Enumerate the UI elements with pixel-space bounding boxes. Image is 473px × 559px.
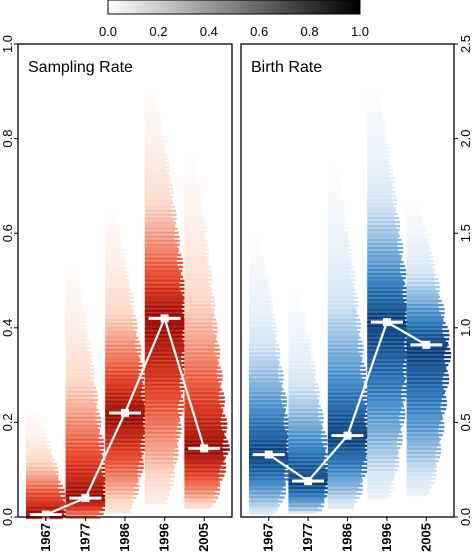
sampling-rate-y-axis: 0.0 0.2 0.4 0.6 0.8 1.0 — [0, 35, 18, 526]
birth-rate-y-axis: 0.0 0.5 1.0 1.5 2.0 2.5 — [454, 35, 473, 526]
y-tick-label: 2.5 — [458, 35, 473, 53]
y-tick-label: 0.6 — [0, 224, 15, 242]
violin-1996 — [367, 86, 413, 500]
median-marker-1967 — [252, 450, 285, 459]
y-tick-label: 1.0 — [0, 35, 15, 53]
violin-1967 — [249, 236, 294, 515]
birth-rate-x-axis: 1967 1977 1986 1996 2005 — [261, 517, 433, 552]
x-tick-label-1996: 1996 — [379, 523, 394, 552]
y-tick-label: 0.5 — [458, 413, 473, 431]
violin-1977 — [65, 266, 111, 520]
colorbar-ticks: 0.0 0.2 0.4 0.6 0.8 1.0 — [99, 24, 369, 39]
birth-rate-title: Birth Rate — [251, 59, 322, 76]
violin-2005 — [406, 199, 452, 497]
y-tick-label: 0.0 — [458, 508, 473, 526]
violin-1967 — [26, 410, 72, 520]
sampling-rate-x-axis: 1967 1977 1986 1996 2005 — [38, 517, 211, 552]
colorbar: 0.0 0.2 0.4 0.6 0.8 1.0 — [99, 0, 369, 39]
median-marker-2005 — [188, 444, 221, 453]
x-tick-label-2005: 2005 — [196, 523, 211, 552]
colorbar-tick-label: 0.8 — [301, 24, 319, 39]
median-marker-1986 — [331, 431, 364, 440]
colorbar-gradient — [107, 0, 361, 15]
sampling-rate-title: Sampling Rate — [28, 59, 133, 76]
x-tick-label-1967: 1967 — [38, 523, 53, 552]
median-marker-1986 — [109, 408, 141, 417]
y-tick-label: 1.0 — [458, 319, 473, 337]
birth-rate-medians — [252, 318, 443, 486]
y-tick-label: 0.4 — [0, 319, 15, 337]
median-marker-1996 — [148, 314, 181, 323]
sampling-rate-violins — [26, 89, 230, 520]
median-marker-1977 — [292, 477, 325, 486]
median-marker-1996 — [370, 318, 403, 327]
y-tick-label: 0.8 — [0, 130, 15, 148]
birth-rate-panel: Birth Rate 0.00.51.01.52.02.5 1967 1977 19… — [240, 35, 473, 552]
colorbar-tick-label: 0.6 — [250, 24, 268, 39]
violin-2005 — [184, 154, 230, 509]
median-marker-1977 — [69, 494, 102, 503]
x-tick-label-1986: 1986 — [340, 523, 355, 552]
colorbar-tick-label: 0.0 — [99, 24, 117, 39]
birth-rate-violins — [249, 86, 452, 515]
x-tick-label-1996: 1996 — [157, 523, 172, 552]
colorbar-tick-label: 0.2 — [149, 24, 167, 39]
median-marker-2005 — [410, 340, 443, 349]
x-tick-label-1986: 1986 — [117, 523, 132, 552]
violin-1986 — [105, 210, 151, 514]
colorbar-tick-label: 0.4 — [200, 24, 218, 39]
x-tick-label-1977: 1977 — [300, 523, 315, 552]
violin-1986 — [327, 164, 373, 509]
colorbar-tick-label: 1.0 — [351, 24, 369, 39]
x-tick-label-2005: 2005 — [418, 523, 433, 552]
y-tick-label: 0.2 — [0, 413, 15, 431]
x-tick-label-1967: 1967 — [261, 523, 276, 552]
y-tick-label: 2.0 — [458, 130, 473, 148]
sampling-rate-medians — [29, 314, 221, 519]
y-tick-label: 0.0 — [0, 508, 15, 526]
sampling-rate-panel: Sampling Rate 0.0 0.2 0.4 0.6 0.8 1.0 1967 197… — [0, 35, 233, 552]
median-marker-1967 — [29, 510, 62, 519]
y-tick-label: 1.5 — [458, 224, 473, 242]
violin-1996 — [144, 89, 190, 505]
x-tick-label-1977: 1977 — [77, 523, 92, 552]
